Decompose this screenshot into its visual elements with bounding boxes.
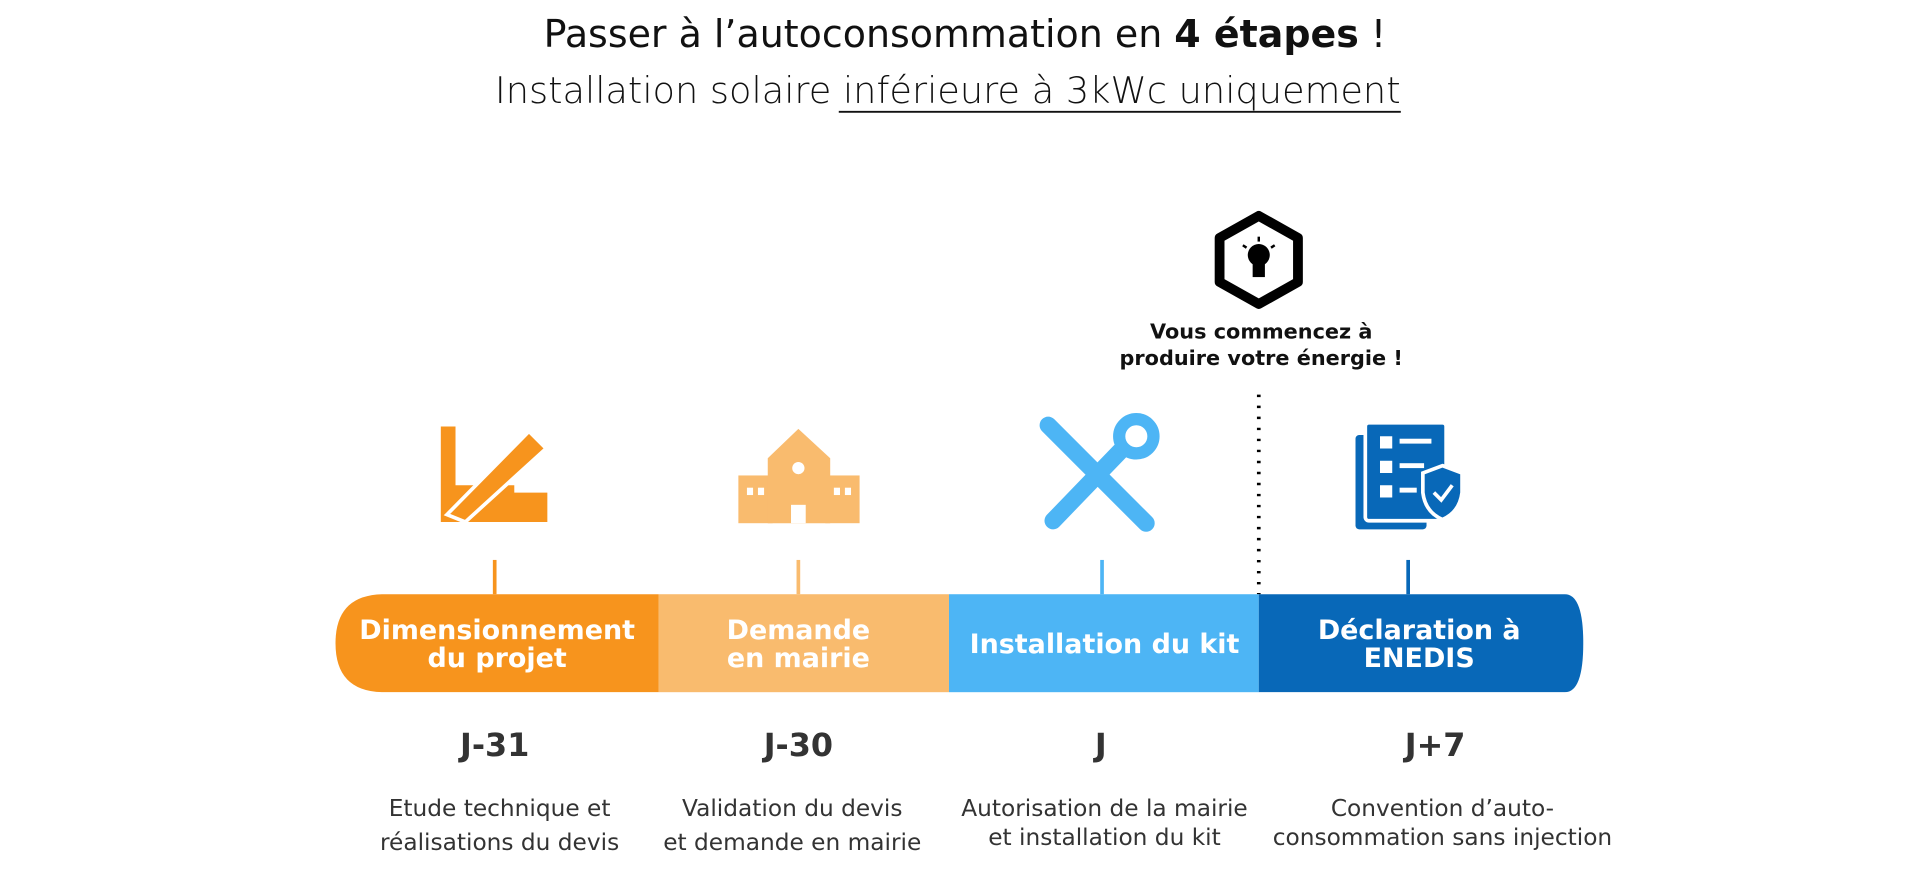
- step-day: J-30: [762, 726, 833, 764]
- step-label: Demande: [727, 615, 871, 646]
- callout-line: Vous commencez à: [1150, 319, 1372, 343]
- bar-segment: [335, 594, 659, 693]
- step-label: en mairie: [727, 643, 870, 674]
- title-emphasis: 4 étapes: [1174, 12, 1359, 56]
- tools-icon: [1039, 413, 1160, 532]
- bar-segment: [1258, 594, 1584, 693]
- step-label: du projet: [428, 643, 567, 674]
- subtitle-part: Installation solaire: [495, 69, 843, 112]
- step-day: J-31: [458, 726, 529, 764]
- title-part: Passer à l’autoconsommation en: [544, 12, 1175, 56]
- ruler-icon: [440, 426, 549, 525]
- step-day: J: [1093, 726, 1107, 764]
- step-label: Installation du kit: [970, 629, 1240, 660]
- step-description: Convention d’auto-: [1331, 795, 1554, 822]
- callout-line: produire votre énergie !: [1120, 346, 1403, 370]
- title-part: !: [1359, 12, 1386, 56]
- step-description: consommation sans injection: [1273, 824, 1612, 851]
- document-icon: [1355, 420, 1464, 530]
- step-label: ENEDIS: [1364, 643, 1475, 674]
- bulb-icon: [1214, 210, 1303, 309]
- subtitle-underlined: inférieure à 3kWc uniquement: [843, 69, 1401, 112]
- step-description: et demande en mairie: [663, 829, 921, 856]
- bar-segment: [948, 594, 1259, 693]
- timeline-bar: [335, 594, 1584, 693]
- step-day: J+7: [1403, 726, 1466, 764]
- bar-segment: [658, 594, 949, 693]
- step-label: Dimensionnement: [359, 615, 635, 646]
- subtitle: Installation solaire inférieure à 3kWc u…: [495, 69, 1401, 112]
- step-description: et installation du kit: [988, 824, 1221, 851]
- title: Passer à l’autoconsommation en 4 étapes …: [544, 12, 1386, 56]
- step-description: Validation du devis: [682, 795, 902, 822]
- step-description: réalisations du devis: [380, 829, 619, 856]
- step-description: Etude technique et: [389, 795, 611, 822]
- step-label: Déclaration à: [1318, 615, 1521, 646]
- townhall-icon: [738, 428, 860, 524]
- step-description: Autorisation de la mairie: [961, 795, 1248, 822]
